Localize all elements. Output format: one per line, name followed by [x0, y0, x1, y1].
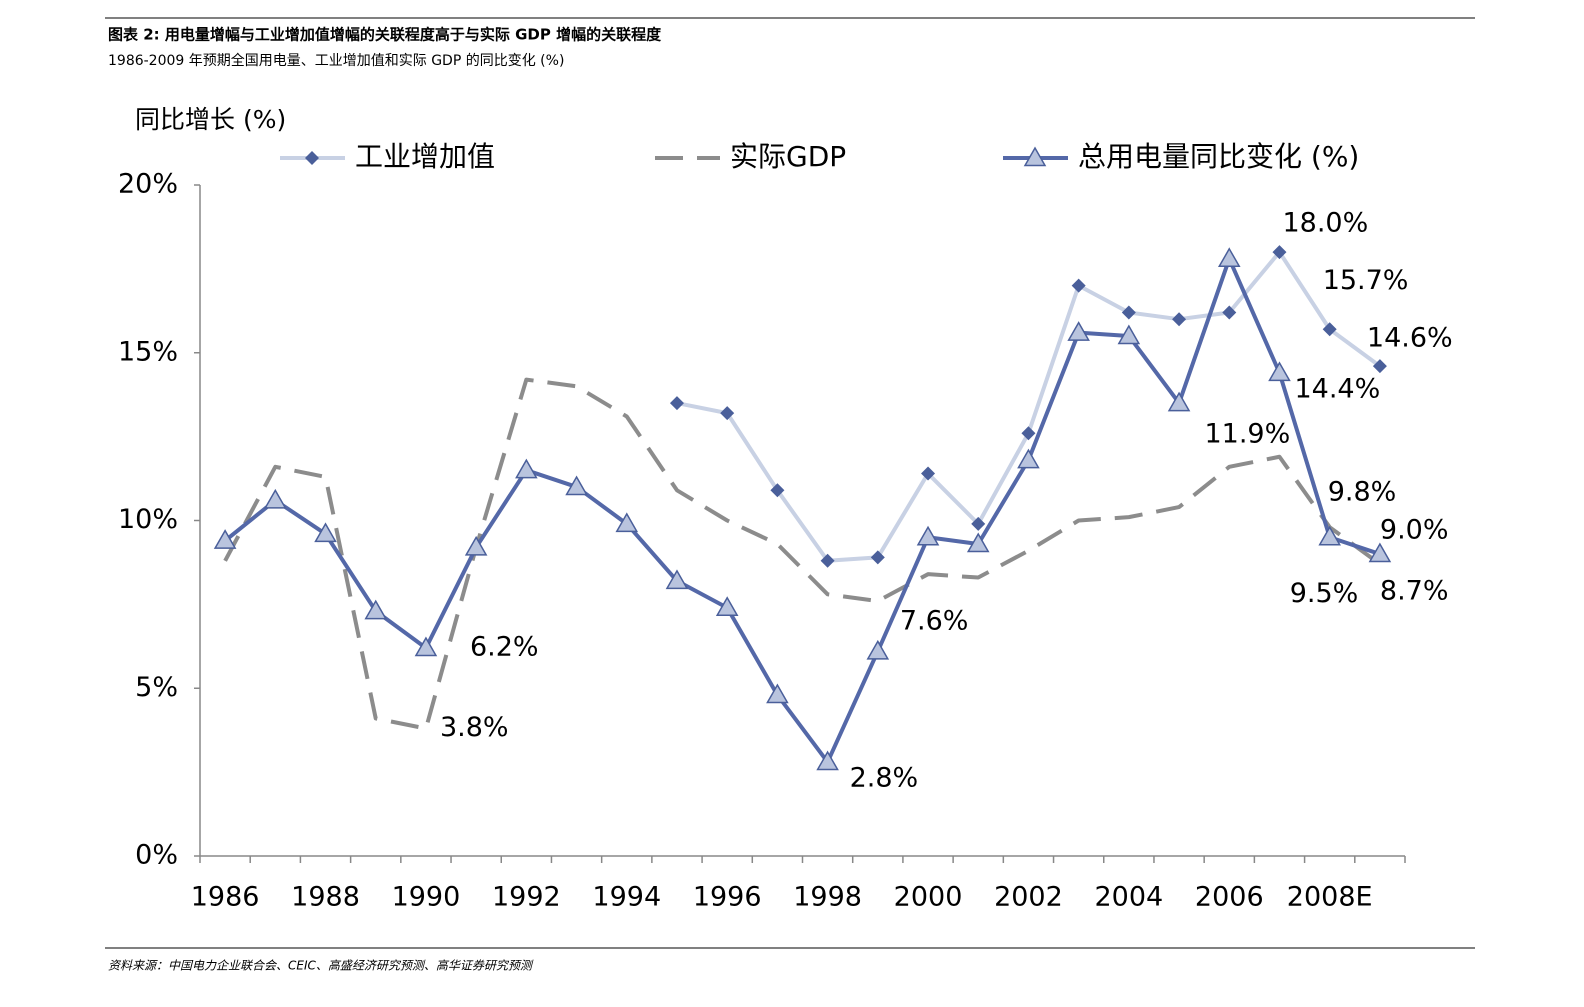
- triangle-marker: [1117, 324, 1141, 345]
- legend-label: 总用电量同比变化 (%): [1078, 140, 1359, 173]
- diamond-marker: [1121, 305, 1136, 320]
- x-tick-label: 1998: [793, 882, 862, 913]
- diamond-marker: [1322, 322, 1337, 337]
- data-label: 9.0%: [1380, 515, 1449, 546]
- x-tick-label: 2008E: [1287, 882, 1373, 913]
- diamond-marker: [305, 151, 319, 165]
- data-label: 14.6%: [1367, 323, 1453, 354]
- triangle-marker: [1368, 542, 1392, 563]
- diamond-marker: [971, 516, 986, 531]
- triangle-marker: [866, 639, 890, 660]
- triangle-marker: [414, 636, 438, 657]
- diamond-marker: [870, 550, 885, 565]
- data-label: 2.8%: [850, 763, 919, 794]
- y-tick-label: 0%: [135, 840, 178, 871]
- triangle-marker: [1067, 321, 1090, 341]
- y-tick-label: 10%: [118, 504, 178, 535]
- legend-label: 工业增加值: [355, 140, 495, 173]
- data-label: 3.8%: [440, 712, 509, 743]
- triangle-marker: [1017, 448, 1040, 469]
- x-tick-label: 1996: [693, 882, 762, 913]
- triangle-marker: [1217, 247, 1241, 268]
- triangle-marker: [464, 535, 488, 556]
- triangle-marker: [715, 596, 739, 616]
- x-tick-label: 1990: [392, 882, 461, 913]
- triangle-marker: [213, 529, 237, 549]
- diamond-marker: [1071, 278, 1086, 293]
- diamond-marker: [1172, 312, 1187, 327]
- series-line: [223, 377, 1382, 731]
- triangle-marker: [766, 683, 789, 704]
- x-tick-label: 1988: [291, 882, 360, 913]
- diamond-marker: [1222, 305, 1237, 320]
- data-label: 9.5%: [1290, 578, 1359, 609]
- data-label: 18.0%: [1282, 208, 1368, 239]
- data-label: 11.9%: [1204, 418, 1290, 449]
- y-axis-label: 同比增长 (%): [135, 105, 286, 134]
- triangle-marker: [1268, 361, 1291, 382]
- y-tick-label: 5%: [135, 672, 178, 703]
- data-label: 15.7%: [1323, 265, 1409, 296]
- x-tick-label: 2006: [1195, 882, 1264, 913]
- x-tick-label: 2002: [994, 882, 1063, 913]
- data-label: 8.7%: [1380, 576, 1449, 607]
- legend-label: 实际GDP: [730, 140, 846, 173]
- data-label: 6.2%: [470, 631, 539, 662]
- diamond-marker: [669, 396, 684, 411]
- x-tick-label: 1986: [191, 882, 260, 913]
- triangle-marker: [264, 488, 287, 509]
- data-label: 9.8%: [1328, 477, 1397, 508]
- triangle-marker: [314, 522, 337, 543]
- diamond-marker: [1372, 359, 1387, 374]
- triangle-marker: [816, 750, 839, 771]
- diamond-marker: [1272, 245, 1287, 260]
- source-note: 资料来源：中国电力企业联合会、CEIC、高盛经济研究预测、高华证券研究预测: [108, 959, 534, 973]
- data-label: 7.6%: [900, 606, 969, 637]
- x-tick-label: 1994: [592, 882, 661, 913]
- y-tick-label: 20%: [118, 169, 178, 200]
- diamond-marker: [820, 553, 835, 568]
- triangle-marker: [1167, 391, 1191, 412]
- data-label: 14.4%: [1294, 373, 1380, 404]
- diamond-marker: [921, 466, 936, 481]
- diamond-marker: [770, 483, 785, 498]
- x-tick-label: 1992: [492, 882, 561, 913]
- chart-title: 图表 2: 用电量增幅与工业增加值增幅的关联程度高于与实际 GDP 增幅的关联程…: [108, 26, 662, 44]
- triangle-marker: [1023, 146, 1047, 167]
- triangle-marker: [364, 599, 388, 620]
- series-line: [676, 250, 1382, 563]
- triangle-marker: [615, 512, 639, 533]
- diamond-marker: [1021, 426, 1036, 441]
- triangle-marker: [966, 532, 990, 553]
- triangle-marker: [665, 569, 689, 590]
- x-tick-label: 2000: [894, 882, 963, 913]
- x-tick-label: 2004: [1094, 882, 1163, 913]
- series-line: [223, 256, 1381, 765]
- triangle-marker: [916, 525, 940, 546]
- triangle-marker: [515, 458, 538, 479]
- triangle-marker: [565, 475, 588, 496]
- chart-subtitle: 1986-2009 年预期全国用电量、工业增加值和实际 GDP 的同比变化 (%…: [108, 52, 564, 69]
- triangle-marker: [1318, 525, 1341, 546]
- diamond-marker: [720, 406, 735, 421]
- y-tick-label: 15%: [118, 336, 178, 367]
